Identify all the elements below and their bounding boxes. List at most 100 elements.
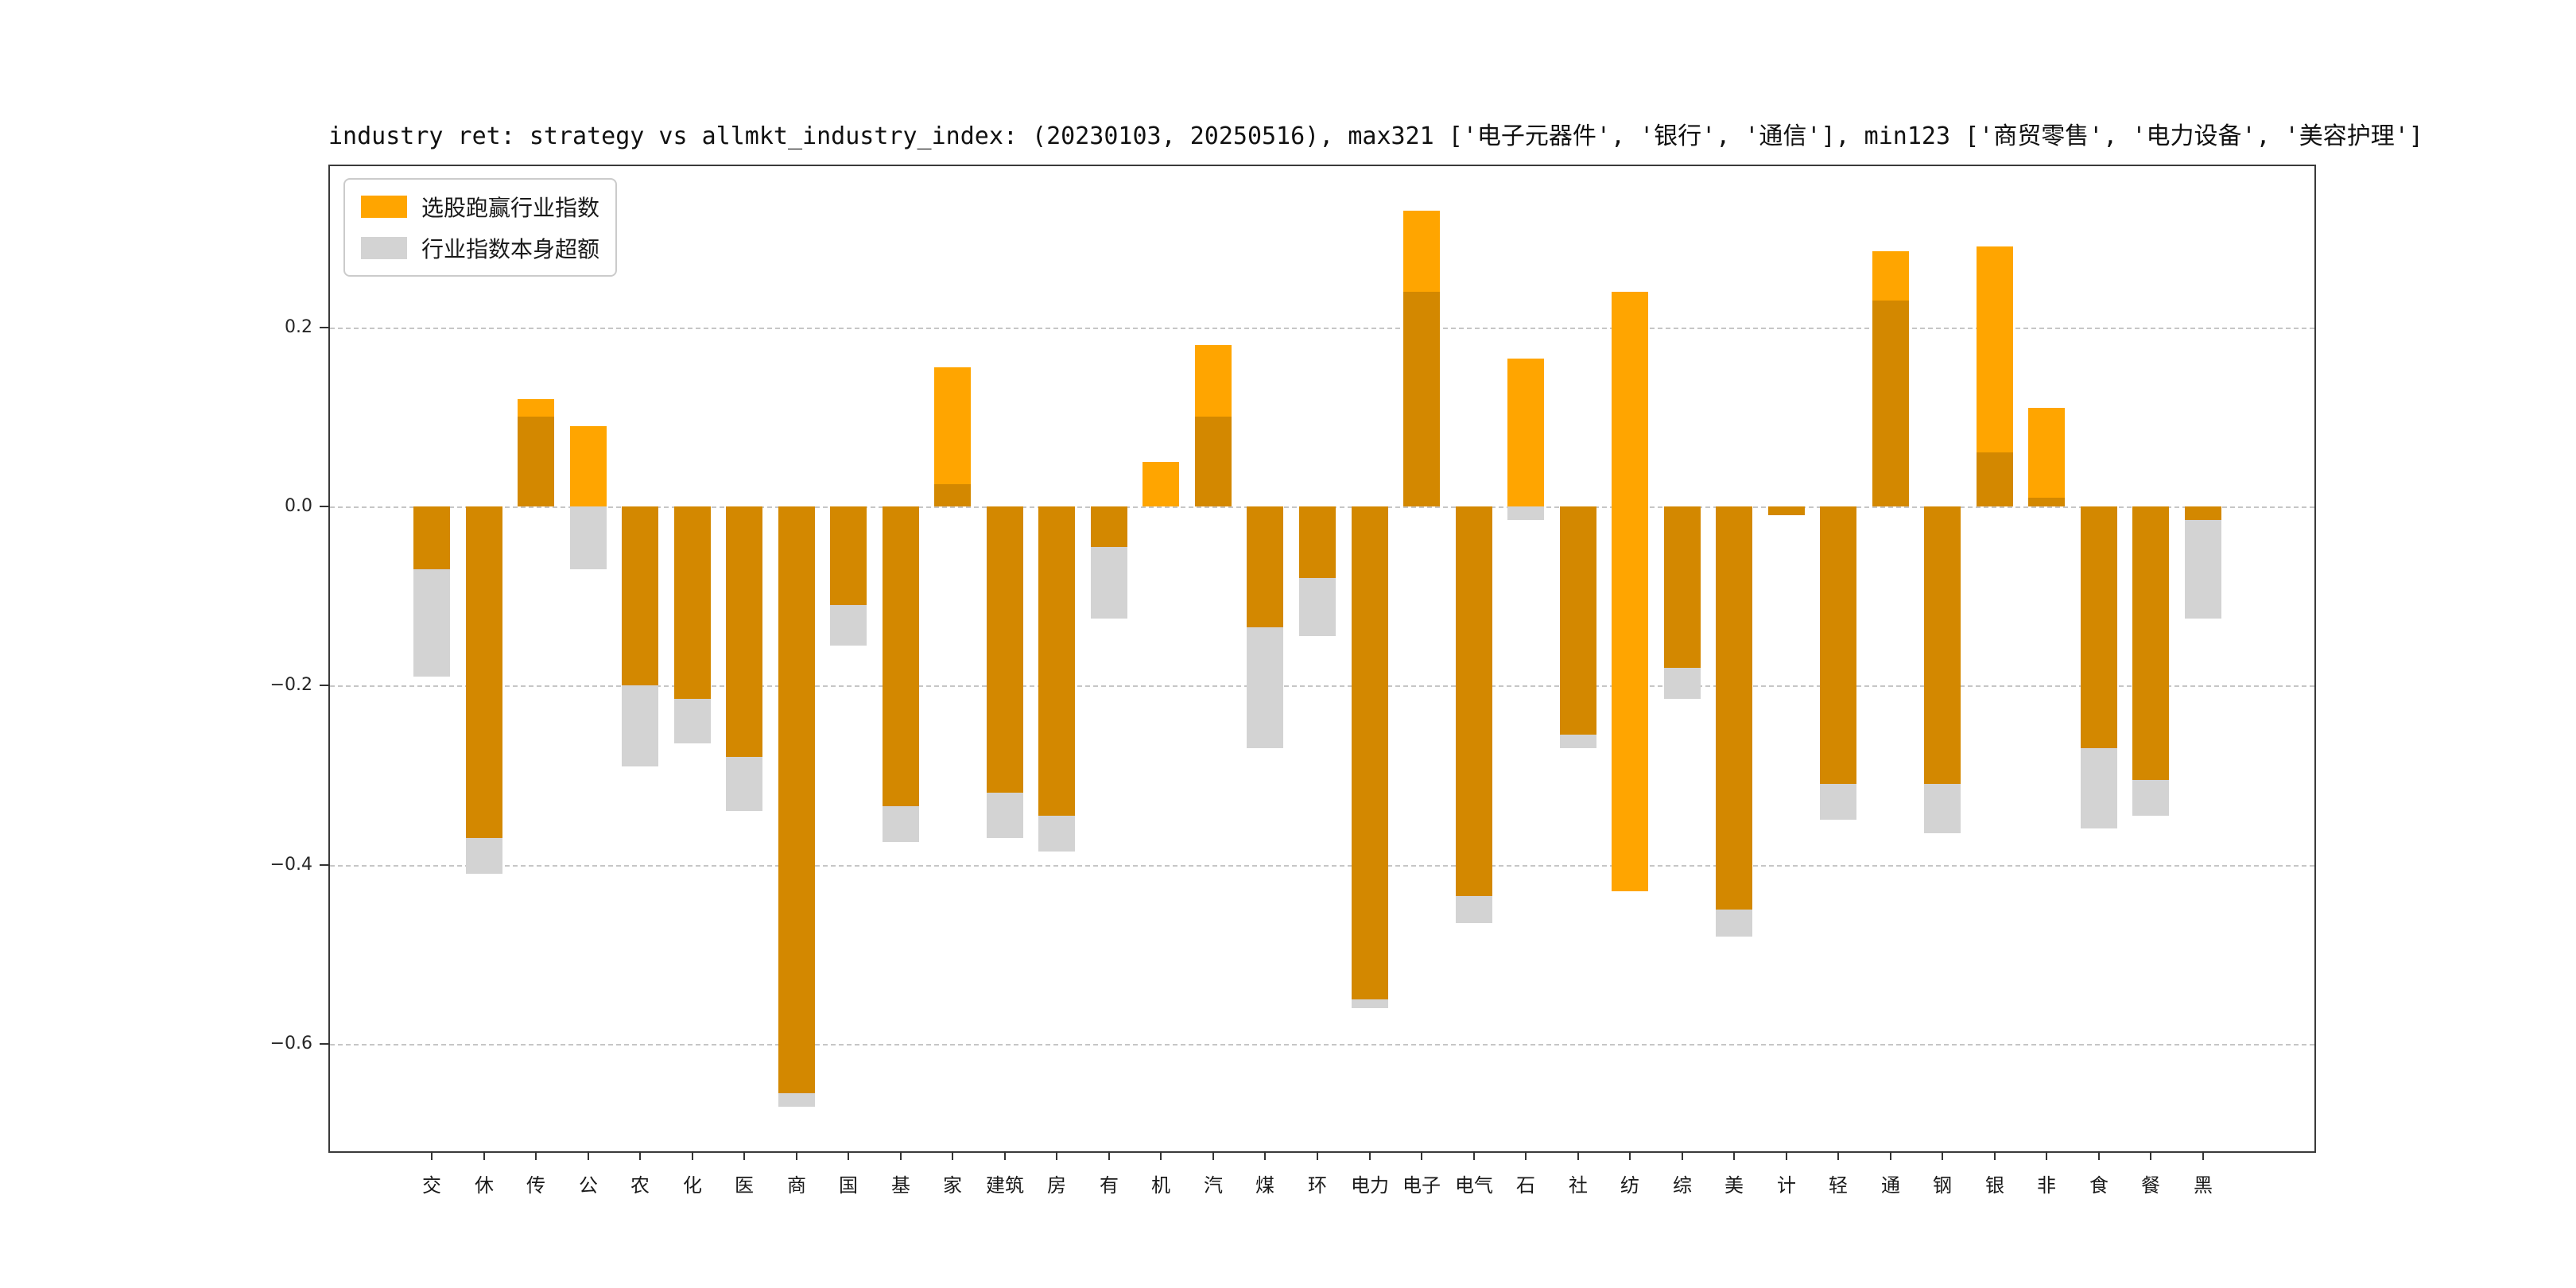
x-tick-label: 休 (475, 1174, 494, 1197)
bar-segment (1664, 506, 1701, 668)
bar-segment (1143, 461, 1179, 506)
bar-segment (883, 506, 919, 807)
bar-segment (2132, 779, 2169, 816)
x-tick-label: 家 (943, 1174, 962, 1197)
x-tick-label: 基 (891, 1174, 910, 1197)
bar-segment (1403, 291, 1440, 506)
x-tick-label: 传 (526, 1174, 545, 1197)
x-tick-label: 煤 (1255, 1174, 1274, 1197)
x-tick-mark (1056, 1151, 1057, 1160)
legend-item-strategy: 选股跑赢行业指数 (361, 191, 599, 223)
plot-area: 0.2 0.0 −0.2 −0.4 −0.6 交休传公农化医商国基家建筑房有机汽煤环电力电… (270, 165, 2316, 1197)
bar-segment (830, 604, 867, 646)
gridline (330, 864, 2314, 867)
x-tick-mark (692, 1151, 693, 1160)
x-tick-label: 有 (1100, 1174, 1119, 1197)
x-tick-mark (743, 1151, 745, 1160)
x-tick-mark (1108, 1151, 1110, 1160)
chart-title: industry ret: strategy vs allmkt_industr… (328, 122, 2423, 150)
x-tick-mark (1369, 1151, 1371, 1160)
bar-segment (1977, 246, 2013, 453)
legend-swatch-orange (361, 196, 407, 218)
bar-segment (622, 685, 658, 766)
bar-segment (1091, 546, 1127, 619)
bar-segment (1403, 211, 1440, 292)
x-tick-mark (1837, 1151, 1839, 1160)
bar-segment (674, 699, 711, 744)
x-tick-label: 社 (1569, 1174, 1588, 1197)
x-tick-mark (1733, 1151, 1735, 1160)
x-tick-label: 餐 (2141, 1174, 2160, 1197)
x-tick-label: 公 (579, 1174, 598, 1197)
x-tick-mark (1004, 1151, 1006, 1160)
x-tick-label: 美 (1724, 1174, 1744, 1197)
x-tick-label: 房 (1047, 1174, 1066, 1197)
x-tick-label: 电子 (1402, 1174, 1441, 1197)
x-tick-mark (1317, 1151, 1318, 1160)
legend-item-index-excess: 行业指数本身超额 (361, 232, 599, 264)
bar-segment (2132, 506, 2169, 780)
gridline (330, 327, 2314, 329)
bar-segment (1195, 345, 1232, 417)
bar-segment (1924, 784, 1961, 834)
bar-segment (2185, 519, 2221, 619)
bar-segment (466, 837, 502, 874)
x-tick-mark (2150, 1151, 2151, 1160)
x-tick-label: 医 (735, 1174, 754, 1197)
x-tick-mark (431, 1151, 433, 1160)
bar-segment (830, 506, 867, 605)
x-tick-mark (2202, 1151, 2204, 1160)
bar-segment (934, 367, 971, 484)
x-tick-mark (2098, 1151, 2100, 1160)
x-tick-mark (900, 1151, 902, 1160)
bar-segment (1768, 506, 1805, 516)
bar-segment (1456, 895, 1492, 923)
bar-segment (1820, 506, 1856, 785)
bar-segment (570, 425, 607, 506)
x-tick-label: 计 (1777, 1174, 1796, 1197)
gridline (330, 685, 2314, 688)
x-tick-label: 非 (2037, 1174, 2056, 1197)
bar-segment (726, 506, 762, 758)
x-tick-label: 石 (1516, 1174, 1535, 1197)
bar-segment (2185, 506, 2221, 520)
bar-segment (1507, 359, 1544, 506)
bar-segment (413, 568, 450, 677)
x-tick-mark (588, 1151, 589, 1160)
x-tick-label: 电力 (1351, 1174, 1389, 1197)
x-tick-mark (1942, 1151, 1943, 1160)
bar-segment (2081, 506, 2117, 749)
x-tick-label: 纺 (1620, 1174, 1639, 1197)
bar-segment (987, 793, 1023, 838)
bar-segment (1507, 506, 1544, 520)
x-tick-label: 交 (422, 1174, 441, 1197)
x-tick-mark (1525, 1151, 1527, 1160)
legend: 选股跑赢行业指数 行业指数本身超额 (343, 178, 618, 277)
bar-segment (1352, 506, 1388, 999)
x-tick-mark (1421, 1151, 1422, 1160)
x-tick-mark (796, 1151, 797, 1160)
x-tick-mark (1473, 1151, 1475, 1160)
x-tick-label: 银 (1985, 1174, 2004, 1197)
x-tick-label: 轻 (1829, 1174, 1848, 1197)
bar-segment (466, 506, 502, 838)
bar-segment (1195, 417, 1232, 506)
bar-segment (1820, 784, 1856, 821)
y-tick-mark (320, 326, 330, 328)
bar-segment (987, 506, 1023, 793)
y-tick-label: 0.2 (285, 316, 312, 337)
x-tick-label: 国 (839, 1174, 858, 1197)
bar-segment (1924, 506, 1961, 785)
y-tick-label: 0.0 (285, 496, 312, 517)
bar-segment (1872, 300, 1909, 507)
bar-segment (2028, 497, 2065, 506)
x-tick-label: 综 (1673, 1174, 1692, 1197)
x-tick-mark (1264, 1151, 1266, 1160)
gridline (330, 1043, 2314, 1046)
x-tick-mark (1212, 1151, 1214, 1160)
bar-segment (1716, 909, 1752, 937)
x-tick-label: 通 (1881, 1174, 1900, 1197)
y-tick-label: −0.4 (270, 854, 312, 875)
x-tick-label: 商 (787, 1174, 806, 1197)
